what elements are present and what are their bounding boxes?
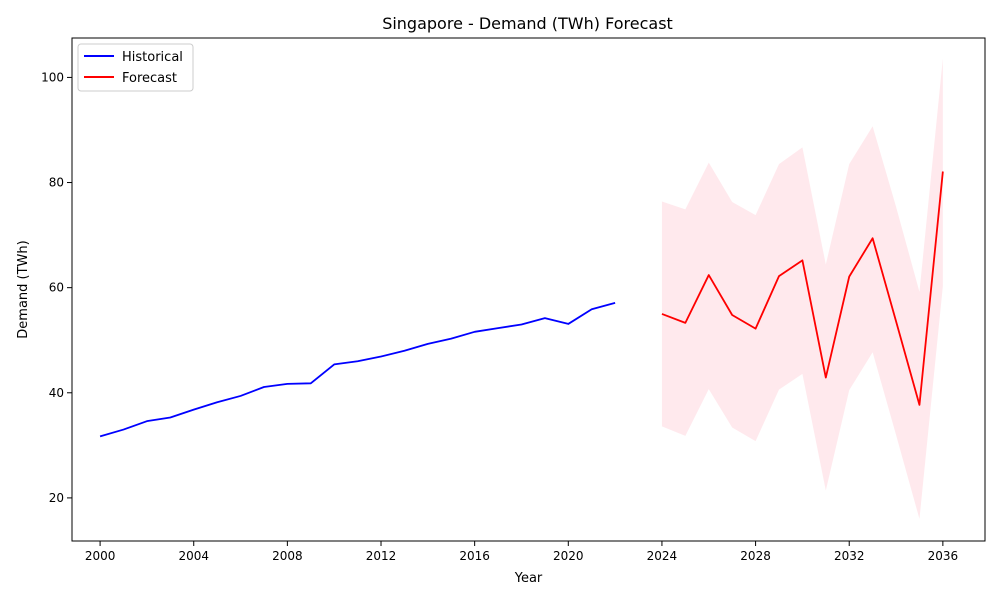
x-tick-label: 2028 — [740, 549, 771, 563]
forecast-series-line — [661, 171, 944, 406]
y-axis: 20 40 60 80 100 — [41, 70, 72, 505]
x-tick-label: 2008 — [272, 549, 303, 563]
y-tick-label: 100 — [41, 70, 64, 84]
confidence-band-layer — [661, 58, 943, 519]
x-tick-label: 2012 — [366, 549, 397, 563]
y-tick-label: 40 — [49, 386, 64, 400]
legend: Historical Forecast — [77, 43, 194, 92]
series-line-layer — [99, 171, 944, 438]
x-tick-label: 2000 — [85, 549, 116, 563]
x-tick-label: 2020 — [553, 549, 584, 563]
plot-frame — [71, 37, 986, 542]
y-tick-label: 20 — [49, 491, 64, 505]
y-tick-label: 60 — [49, 281, 64, 295]
x-tick-label: 2036 — [928, 549, 959, 563]
legend-label-forecast: Forecast — [122, 71, 177, 86]
x-tick-label: 2024 — [647, 549, 678, 563]
x-axis-label: Year — [514, 571, 543, 586]
forecast-confidence-band — [661, 58, 943, 519]
historical-series-line — [99, 302, 616, 438]
x-axis: 2000 2004 2008 2012 2016 2020 2024 2028 2032 2036 — [85, 541, 958, 563]
y-tick-label: 80 — [49, 176, 64, 190]
legend-label-historical: Historical — [122, 50, 183, 65]
y-axis-label: Demand (TWh) — [16, 240, 31, 338]
x-tick-label: 2016 — [459, 549, 490, 563]
chart-title: Singapore - Demand (TWh) Forecast — [382, 14, 673, 33]
x-tick-label: 2032 — [834, 549, 865, 563]
x-tick-label: 2004 — [178, 549, 209, 563]
